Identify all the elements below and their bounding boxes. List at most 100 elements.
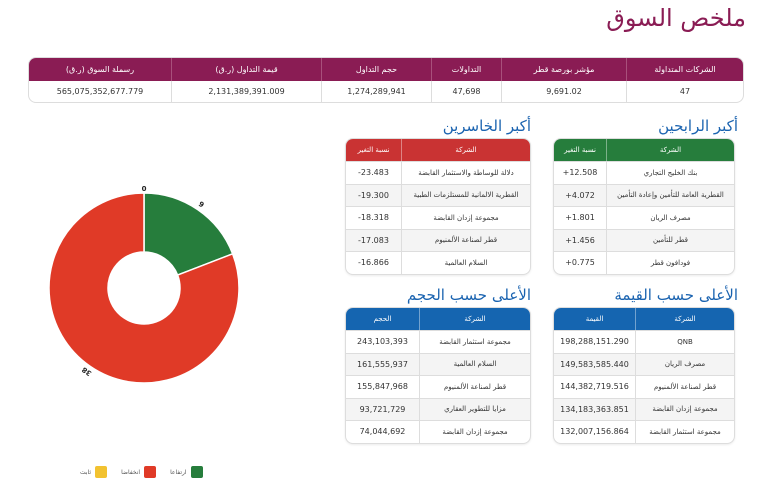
table-row[interactable]: مجموعة إزدان القابضة -18.318: [346, 206, 530, 229]
table-header-row: الشركة الحجم: [346, 308, 530, 330]
table-row[interactable]: QNB 198,288,151.290: [554, 330, 734, 353]
summary-value-row: 47 9,691.02 47,698 1,274,289,941 2,131,3…: [29, 81, 743, 102]
legend-item[interactable]: ثابت: [80, 466, 108, 478]
table-row[interactable]: السلام العالمية 161,555,937: [346, 352, 530, 375]
table-row[interactable]: مزايا للتطوير العقاري 93,721,729: [346, 397, 530, 420]
table-row[interactable]: قطر لصناعة الألمنيوم -17.083: [346, 228, 530, 251]
top-value-title: الأعلى حسب القيمة: [614, 286, 738, 304]
metric-value: -23.483: [358, 168, 389, 178]
metric-value: 74,044,692: [359, 427, 406, 437]
company-name[interactable]: دلالة للوساطة والاستثمار القابضة: [401, 162, 530, 184]
header-volume: حجم التداول: [321, 58, 431, 81]
donut-slice-0[interactable]: [143, 192, 234, 277]
summary-header-row: الشركات المتداولة مؤشر بورصة قطر التداول…: [29, 58, 743, 81]
company-name[interactable]: فودافون قطر: [606, 252, 734, 274]
metric-value: 149,583,585.440: [560, 359, 629, 369]
company-name[interactable]: مزايا للتطوير العقاري: [419, 398, 530, 420]
header-market-cap: رسملة السوق (ر.ق): [65, 65, 135, 74]
company-name[interactable]: مجموعة إزدان القابضة: [401, 207, 530, 229]
header-metric: نسبة التغير: [357, 146, 390, 154]
company-name[interactable]: مصرف الريان: [606, 207, 734, 229]
table-row[interactable]: القطرية الالمانية للمستلزمات الطبية -19.3…: [346, 183, 530, 206]
top-volume-table: الشركة الحجم مجموعة استثمار القابضة 243,103…: [345, 307, 531, 444]
metric-value: -19.300: [358, 190, 389, 200]
company-name[interactable]: قطر لصناعة الألمنيوم: [635, 376, 734, 398]
company-name[interactable]: مجموعة استثمار القابضة: [419, 331, 530, 353]
table-row[interactable]: قطر لصناعة الألمنيوم 144,382,719.516: [554, 375, 734, 398]
table-row[interactable]: فودافون قطر +0.775: [554, 251, 734, 274]
market-summary-table: الشركات المتداولة مؤشر بورصة قطر التداول…: [28, 57, 744, 103]
company-name[interactable]: قطر لصناعة الألمنيوم: [419, 376, 530, 398]
metric-value: 134,183,363.851: [560, 404, 629, 414]
metric-value: 93,721,729: [359, 404, 406, 414]
header-company: الشركة: [606, 139, 734, 161]
table-row[interactable]: مجموعة استثمار القابضة 132,007,156.864: [554, 420, 734, 443]
table-header-row: الشركة نسبة التغير: [554, 139, 734, 161]
table-row[interactable]: قطر لصناعة الألمنيوم 155,847,968: [346, 375, 530, 398]
metric-value: 155,847,968: [357, 382, 408, 392]
table-row[interactable]: مجموعة إزدان القابضة 134,183,363.851: [554, 397, 734, 420]
company-name[interactable]: مجموعة إزدان القابضة: [419, 421, 530, 443]
company-name[interactable]: القطرية الالمانية للمستلزمات الطبية: [401, 184, 530, 206]
table-row[interactable]: بنك الخليج التجاري +12.508: [554, 161, 734, 184]
donut-data-label: 9: [197, 200, 206, 209]
chart-legend: ارتفاعا انخفاضا ثابت: [80, 466, 203, 478]
metric-value: 144,382,719.516: [560, 382, 629, 392]
value-listed-companies: 47: [626, 81, 743, 102]
table-row[interactable]: مصرف الريان +1.801: [554, 206, 734, 229]
metric-value: -17.083: [358, 235, 389, 245]
metric-value: 198,288,151.290: [560, 337, 629, 347]
table-header-row: الشركة القيمة: [554, 308, 734, 330]
metric-value: -18.318: [358, 213, 389, 223]
header-company: الشركة: [401, 139, 530, 161]
gainers-table: الشركة نسبة التغير بنك الخليج التجاري +12.5…: [553, 138, 735, 275]
legend-item[interactable]: انخفاضا: [121, 466, 157, 478]
metric-value: -16.866: [358, 258, 389, 268]
top-volume-title: الأعلى حسب الحجم: [406, 286, 531, 304]
header-company: الشركة: [419, 308, 530, 330]
header-company: الشركة: [635, 308, 734, 330]
metric-value: 132,007,156.864: [560, 427, 629, 437]
legend-label: انخفاضا: [121, 468, 141, 476]
value-value: 2,131,389,391.009: [171, 81, 321, 102]
company-name[interactable]: QNB: [635, 331, 734, 353]
header-metric: الحجم: [373, 315, 392, 323]
company-name[interactable]: مصرف الريان: [635, 353, 734, 375]
company-name[interactable]: قطر للتأمين: [606, 229, 734, 251]
table-row[interactable]: مجموعة إزدان القابضة 74,044,692: [346, 420, 530, 443]
company-name[interactable]: قطر لصناعة الألمنيوم: [401, 229, 530, 251]
header-metric: القيمة: [585, 315, 604, 323]
metric-value: +4.072: [565, 190, 595, 200]
metric-value: +0.775: [565, 258, 595, 268]
company-name[interactable]: السلام العالمية: [419, 353, 530, 375]
value-market-cap: 565,075,352,677.779: [56, 87, 144, 96]
company-name[interactable]: بنك الخليج التجاري: [606, 162, 734, 184]
table-row[interactable]: مصرف الريان 149,583,585.440: [554, 352, 734, 375]
gainers-title: أكبر الرابحين: [658, 117, 738, 135]
donut-data-label: 0: [142, 185, 147, 193]
metric-value: +12.508: [562, 168, 598, 178]
header-listed-companies: الشركات المتداولة: [626, 58, 743, 81]
table-row[interactable]: قطر للتأمين +1.456: [554, 228, 734, 251]
metric-value: +1.456: [565, 235, 595, 245]
table-header-row: الشركة نسبة التغير: [346, 139, 530, 161]
company-name[interactable]: مجموعة استثمار القابضة: [635, 421, 734, 443]
table-row[interactable]: دلالة للوساطة والاستثمار القابضة -23.483: [346, 161, 530, 184]
company-name[interactable]: مجموعة إزدان القابضة: [635, 398, 734, 420]
legend-label: ارتفاعا: [170, 468, 187, 476]
table-row[interactable]: السلام العالمية -16.866: [346, 251, 530, 274]
metric-value: +1.801: [565, 213, 595, 223]
company-name[interactable]: السلام العالمية: [401, 252, 530, 274]
company-name[interactable]: القطرية العامة للتأمين وإعادة التأمين: [606, 184, 734, 206]
header-metric: نسبة التغير: [564, 146, 596, 154]
donut-slice-1[interactable]: [48, 192, 240, 384]
header-value: قيمة التداول (ر.ق): [171, 58, 321, 81]
top-value-table: الشركة القيمة QNB 198,288,151.290 مصرف الريا…: [553, 307, 735, 444]
legend-item[interactable]: ارتفاعا: [170, 466, 203, 478]
header-qe-index: مؤشر بورصة قطر: [501, 58, 626, 81]
losers-table: الشركة نسبة التغير دلالة للوساطة والاستثما…: [345, 138, 531, 275]
legend-swatch: [190, 466, 203, 478]
table-row[interactable]: مجموعة استثمار القابضة 243,103,393: [346, 330, 530, 353]
table-row[interactable]: القطرية العامة للتأمين وإعادة التأمين +4.…: [554, 183, 734, 206]
